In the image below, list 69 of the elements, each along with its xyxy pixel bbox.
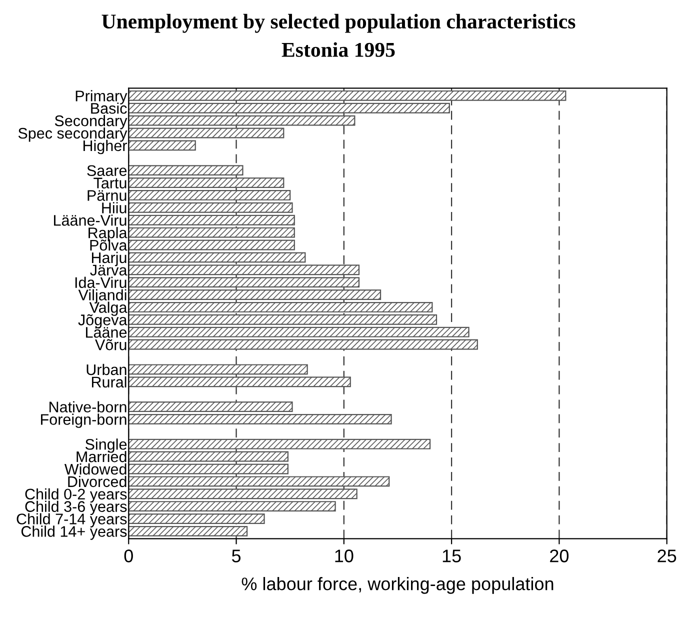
y-tick-label: Põlva	[90, 239, 128, 251]
bar	[128, 165, 244, 176]
bar	[128, 451, 288, 462]
bar	[128, 501, 336, 512]
bar	[128, 514, 265, 524]
bar	[128, 252, 306, 263]
bar	[128, 339, 478, 350]
x-tick-label: 15	[442, 550, 461, 562]
bar	[128, 476, 390, 487]
bar	[128, 128, 284, 138]
y-tick-label: Single	[85, 438, 127, 453]
bar	[128, 140, 196, 151]
y-tick-label: Basic	[91, 102, 127, 114]
bar	[128, 376, 351, 388]
bar	[128, 302, 433, 312]
x-tick-label: 0	[124, 550, 133, 562]
bar	[128, 364, 308, 375]
y-tick-label: Võru	[95, 339, 126, 350]
y-tick-label: Hiiu	[102, 202, 126, 214]
bar	[128, 102, 450, 114]
y-tick-label: Foreign-born	[41, 414, 126, 428]
bar	[128, 264, 360, 276]
bar	[128, 438, 431, 450]
y-tick-label: Urban	[86, 364, 126, 376]
y-tick-label: Saare	[87, 165, 127, 176]
y-tick-label: Rapla	[88, 227, 128, 242]
y-tick-label: Divorced	[68, 476, 126, 488]
y-tick-label: Married	[76, 450, 126, 462]
bar	[128, 90, 566, 101]
bar	[128, 414, 392, 424]
bar	[128, 227, 295, 238]
x-tick-label: 10	[335, 550, 354, 562]
y-tick-label: Valga	[89, 302, 128, 316]
x-tick-label: 5	[232, 550, 241, 562]
y-tick-label: Pärnu	[88, 190, 126, 201]
y-tick-label: Higher	[83, 140, 127, 154]
y-tick-label: Tartu	[94, 178, 126, 188]
y-tick-label: Spec secondary	[18, 127, 128, 142]
y-tick-label: Lääne	[86, 327, 127, 338]
bar	[128, 402, 293, 412]
bar	[128, 290, 382, 300]
bar	[128, 240, 295, 250]
y-tick-label: Widowed	[64, 463, 126, 475]
x-axis-title: % labour force, working-age population	[242, 577, 554, 594]
x-tick-label: 25	[658, 550, 676, 562]
y-tick-label: Lääne-Viru	[54, 214, 126, 226]
y-tick-label: Jõgeva	[78, 314, 128, 328]
y-tick-label: Järva	[90, 264, 128, 276]
bar	[128, 326, 470, 338]
y-tick-label: Ida-Viru	[75, 276, 126, 288]
y-tick-label: Primary	[76, 90, 128, 104]
bar	[128, 488, 358, 500]
bar	[128, 214, 295, 226]
chart-title: Unemployment by selected population characteristics	[102, 14, 576, 33]
y-tick-label: Rural	[92, 376, 126, 388]
y-tick-label: Secondary	[54, 115, 128, 130]
y-tick-label: Harju	[92, 252, 126, 266]
bar	[128, 190, 291, 200]
bar	[128, 178, 284, 188]
bar	[128, 202, 293, 213]
bar	[128, 464, 288, 474]
x-tick-label: 20	[550, 550, 569, 562]
bar	[128, 314, 438, 325]
bar	[128, 277, 360, 288]
y-tick-label: Viljandi	[78, 289, 126, 304]
bar	[128, 115, 356, 126]
chart-subtitle: Estonia 1995	[282, 42, 395, 57]
y-tick-label: Native-born	[50, 401, 126, 412]
bar	[128, 526, 248, 536]
